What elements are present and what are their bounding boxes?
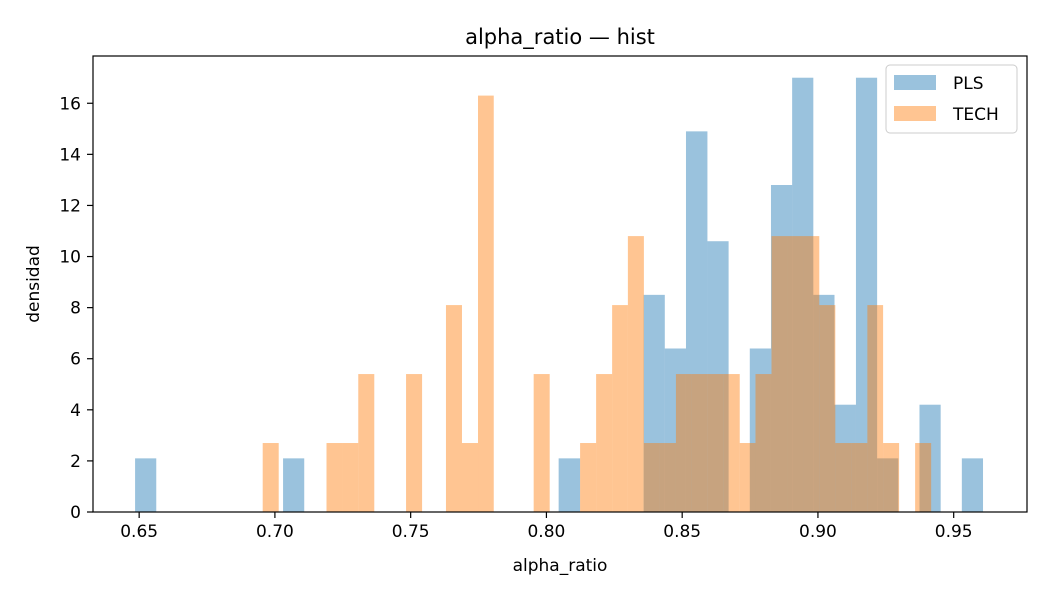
bar-pls-13 [877,458,899,512]
x-tick-label: 0.80 [527,522,565,542]
bar-pls-8 [770,185,793,512]
bar-tech-10 [596,374,613,512]
bar-pls-7 [749,348,771,512]
bar-pls-0 [135,458,157,512]
bar-tech-3 [358,374,375,512]
bar-tech-28 [883,443,900,512]
bar-tech-24 [819,305,836,512]
y-tick-label: 8 [70,299,81,319]
legend: PLS TECH [885,64,1018,134]
bar-pls-12 [855,77,878,512]
bar-tech-22 [787,236,804,513]
bar-tech-20 [755,374,772,512]
bar-tech-18 [723,374,740,512]
y-tick-label: 12 [59,196,81,216]
legend-swatch-tech [894,106,936,121]
bar-tech-15 [675,374,692,512]
bar-tech-4 [406,374,423,512]
bar-pls-3 [643,294,665,512]
bar-pls-15 [961,458,984,512]
legend-box [885,64,1018,134]
y-tick-label: 2 [70,452,81,472]
bar-tech-9 [580,443,597,512]
bar-tech-19 [739,443,756,512]
x-tick-label: 0.75 [392,522,430,542]
y-axis-ticks: 0 2 4 6 8 10 12 14 16 [59,94,93,523]
y-tick-label: 16 [59,94,81,114]
bar-tech-0 [262,443,279,512]
x-tick-label: 0.90 [799,522,837,542]
plot-frame [92,55,1028,513]
bar-tech-27 [867,305,884,512]
bar-pls-1 [283,458,305,512]
bar-tech-21 [771,236,788,513]
bar-tech-5 [445,305,462,512]
bar-pls-6 [707,241,729,512]
legend-label-tech: TECH [952,105,999,125]
x-tick-label: 0.70 [256,522,294,542]
bar-tech-26 [851,443,868,512]
bar-pls-9 [792,77,814,512]
y-tick-label: 0 [70,503,81,523]
bar-pls-10 [813,294,835,512]
bar-tech-23 [803,236,820,513]
bar-pls-11 [834,404,856,512]
x-axis-label: alpha_ratio [513,556,608,576]
x-tick-label: 0.65 [120,522,158,542]
bar-pls-5 [685,131,708,513]
bar-tech-8 [533,374,550,512]
x-tick-label: 0.95 [935,522,973,542]
bar-pls-14 [919,404,941,512]
bar-tech-6 [461,443,479,512]
y-tick-label: 6 [70,350,81,370]
legend-label-pls: PLS [953,74,984,94]
bar-tech-16 [691,374,708,512]
legend-swatch-pls [894,75,936,90]
bar-tech-12 [627,236,644,513]
y-axis-label: densidad [24,245,44,323]
bar-tech-1 [326,443,343,512]
bar-tech-11 [612,305,628,512]
bar-tech-14 [659,443,676,512]
bar-tech-2 [342,443,359,512]
bar-tech-7 [478,95,494,512]
bar-pls-4 [664,348,686,512]
y-tick-label: 14 [59,145,81,165]
bar-tech-25 [835,443,852,512]
bar-tech-17 [707,374,724,512]
y-tick-label: 10 [59,248,81,268]
x-tick-label: 0.85 [663,522,701,542]
chart-title: alpha_ratio — hist [465,25,655,50]
y-tick-label: 4 [70,401,81,421]
bar-tech-13 [643,443,660,512]
bar-tech-29 [915,443,932,512]
x-axis-ticks: 0.65 0.70 0.75 0.80 0.85 0.90 0.95 [120,512,973,542]
bars-layer [135,77,984,513]
bar-pls-2 [558,458,581,512]
